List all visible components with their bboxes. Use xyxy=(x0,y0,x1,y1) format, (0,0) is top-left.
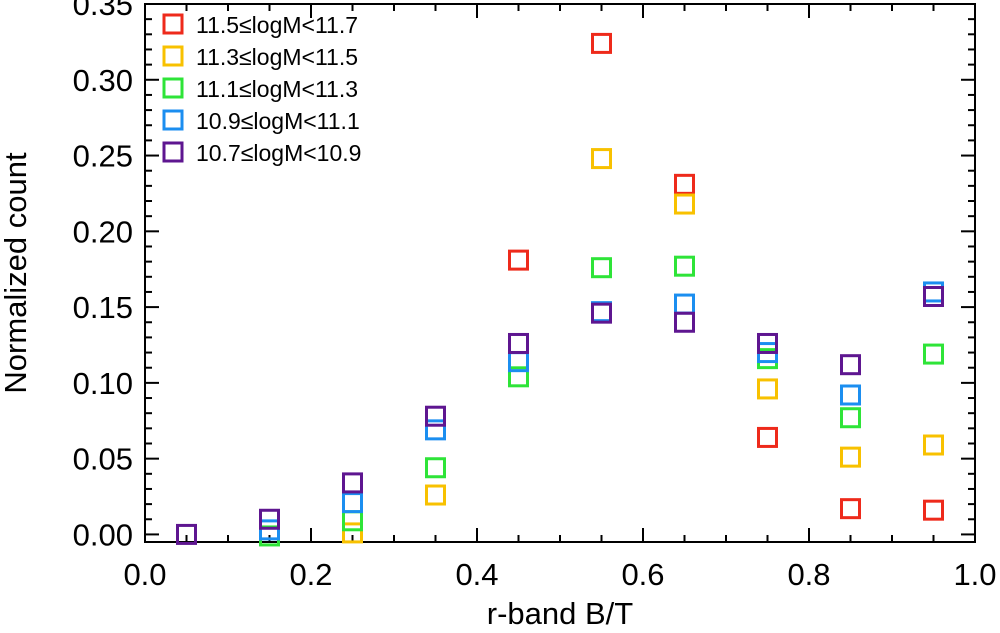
data-point xyxy=(591,148,612,170)
data-point xyxy=(923,285,944,307)
y-tick-label: 0.00 xyxy=(73,517,133,552)
data-point xyxy=(840,446,861,468)
data-point xyxy=(591,302,612,324)
data-point xyxy=(674,311,695,333)
data-points xyxy=(176,32,944,547)
data-point xyxy=(259,519,280,541)
data-point xyxy=(757,332,778,354)
y-tick-label: 0.25 xyxy=(73,139,133,174)
legend-label: 11.1≤logM<11.3 xyxy=(196,76,358,102)
data-point xyxy=(674,173,695,195)
data-point xyxy=(508,366,529,388)
data-point xyxy=(757,378,778,400)
data-point xyxy=(591,257,612,279)
data-point xyxy=(923,434,944,456)
data-point xyxy=(425,419,446,441)
data-point xyxy=(674,293,695,315)
data-point xyxy=(923,499,944,521)
y-tick-label: 0.15 xyxy=(73,290,133,325)
legend-label: 11.5≤logM<11.7 xyxy=(196,12,358,38)
x-tick-label: 0.6 xyxy=(621,557,664,592)
data-point xyxy=(425,484,446,506)
data-point xyxy=(342,492,363,514)
data-point xyxy=(923,343,944,365)
x-tick-label: 1.0 xyxy=(953,557,996,592)
data-point xyxy=(840,498,861,520)
data-point xyxy=(425,457,446,479)
legend-marker xyxy=(162,77,184,99)
data-point xyxy=(259,508,280,530)
y-tick-label: 0.30 xyxy=(73,63,133,98)
series-5 xyxy=(176,285,944,545)
x-tick-label: 0.0 xyxy=(123,557,166,592)
x-tick-label: 0.4 xyxy=(455,557,498,592)
data-point xyxy=(923,281,944,303)
y-tick-label: 0.05 xyxy=(73,442,133,477)
data-point xyxy=(840,384,861,406)
data-point xyxy=(840,407,861,429)
data-point xyxy=(674,255,695,277)
data-point xyxy=(342,472,363,494)
data-point xyxy=(342,510,363,532)
x-tick-label: 0.2 xyxy=(289,557,332,592)
x-tick-label: 0.8 xyxy=(787,557,830,592)
data-point xyxy=(176,523,197,545)
legend-marker xyxy=(162,109,184,131)
data-point xyxy=(757,426,778,448)
y-axis-title: Normalized count xyxy=(0,152,33,394)
data-point xyxy=(840,354,861,376)
legend-label: 10.7≤logM<10.9 xyxy=(196,140,361,166)
data-point xyxy=(508,249,529,271)
legend: 11.5≤logM<11.7 11.3≤logM<11.5 11.1≤logM<11… xyxy=(162,12,361,166)
y-tick-label: 0.35 xyxy=(73,0,133,22)
data-point xyxy=(674,193,695,215)
legend-label: 10.9≤logM<11.1 xyxy=(196,108,360,134)
y-tick-label: 0.20 xyxy=(73,214,133,249)
data-point xyxy=(508,332,529,354)
data-point xyxy=(425,405,446,427)
legend-marker xyxy=(162,141,184,163)
legend-marker xyxy=(162,45,184,67)
x-axis-title: r-band B/T xyxy=(487,596,634,631)
series-1 xyxy=(508,32,944,521)
y-tick-label: 0.10 xyxy=(73,366,133,401)
series-2 xyxy=(342,148,944,544)
legend-label: 11.3≤logM<11.5 xyxy=(196,44,358,70)
data-point xyxy=(591,32,612,54)
legend-marker xyxy=(162,13,184,35)
data-point xyxy=(342,522,363,544)
